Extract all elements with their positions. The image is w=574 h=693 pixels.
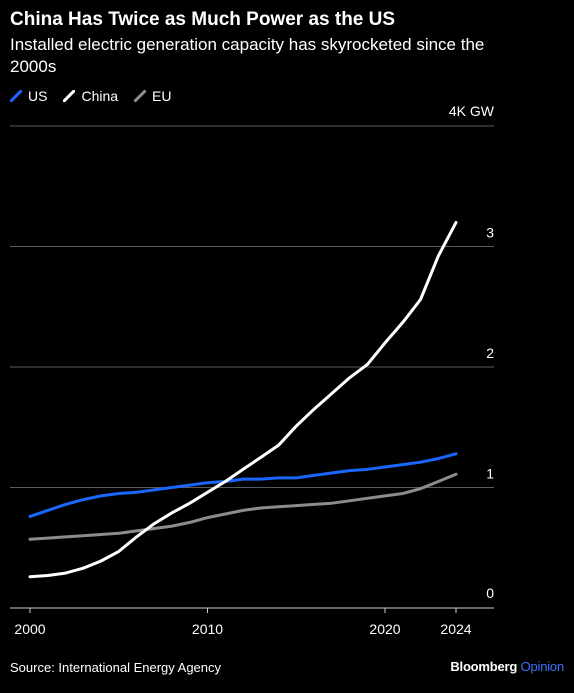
y-tick-label-4: 4K GW	[449, 103, 495, 119]
brand-name: Bloomberg	[450, 659, 518, 674]
legend-mark-eu	[134, 90, 147, 102]
series-line-us	[28, 452, 458, 518]
x-tick-label-2000: 2000	[14, 621, 45, 637]
chart-title: China Has Twice as Much Power as the US	[10, 9, 396, 30]
legend-item-eu: EU	[134, 88, 172, 104]
y-tick-label-0: 0	[486, 585, 494, 601]
y-tick-label-2: 2	[486, 345, 494, 361]
legend-swatch-eu	[134, 90, 147, 102]
chart-subtitle: Installed electric generation capacity h…	[10, 35, 485, 76]
legend: US China EU	[10, 88, 172, 104]
y-tick-label-1: 1	[486, 466, 494, 482]
x-tick-label-2020: 2020	[369, 621, 400, 637]
legend-mark-china	[63, 90, 76, 102]
y-tick-label-3: 3	[486, 225, 494, 241]
x-tick-label-2010: 2010	[192, 621, 223, 637]
source-note: Source: International Energy Agency	[10, 660, 222, 675]
x-tick-label-2024: 2024	[440, 621, 471, 637]
legend-mark-us	[10, 90, 22, 102]
series-line-china	[28, 220, 458, 579]
legend-label-eu: EU	[152, 88, 172, 104]
brand-logo: Bloomberg Opinion	[450, 659, 564, 674]
series-line-eu	[28, 472, 458, 541]
legend-swatch-us	[10, 90, 22, 102]
legend-item-china: China	[63, 88, 118, 104]
legend-swatch-china	[63, 90, 76, 102]
legend-label-us: US	[28, 88, 48, 104]
legend-label-china: China	[81, 88, 119, 104]
brand-accent: Opinion	[520, 659, 565, 674]
legend-item-us: US	[10, 88, 47, 104]
